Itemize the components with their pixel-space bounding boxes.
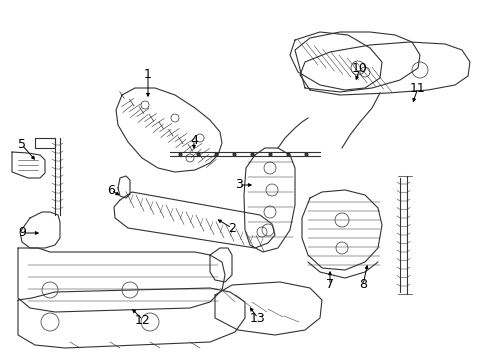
Text: 1: 1 <box>144 68 152 81</box>
Text: 9: 9 <box>18 226 26 239</box>
Text: 6: 6 <box>107 184 115 197</box>
Text: 4: 4 <box>190 134 198 147</box>
Text: 12: 12 <box>135 314 151 327</box>
Text: 2: 2 <box>228 221 236 234</box>
Text: 11: 11 <box>410 81 426 94</box>
Text: 13: 13 <box>250 311 266 324</box>
Text: 7: 7 <box>326 279 334 292</box>
Text: 3: 3 <box>235 179 243 192</box>
Text: 10: 10 <box>352 62 368 75</box>
Text: 8: 8 <box>359 279 367 292</box>
Text: 5: 5 <box>18 139 26 152</box>
